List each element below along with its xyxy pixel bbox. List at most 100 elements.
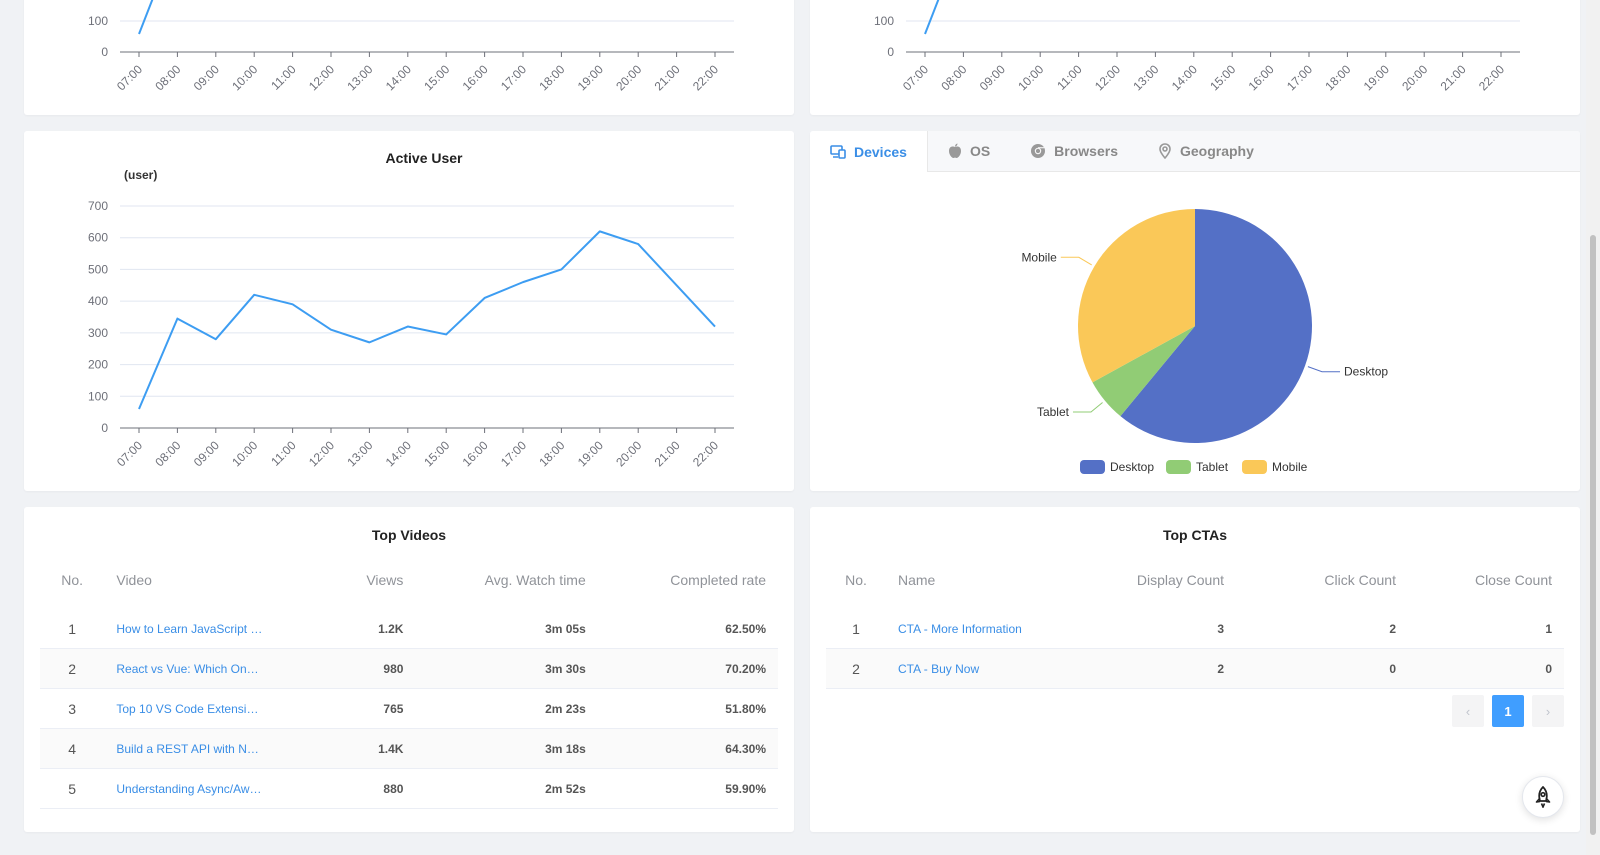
table-row[interactable]: 3 Top 10 VS Code Extensi… 765 2m 23s 51.80%	[40, 688, 778, 729]
legend-swatch	[1166, 460, 1191, 474]
x-tick-label: 07:00	[114, 438, 145, 469]
active-user-card: Active User (user) 0 100 200 300 400 500 600 70…	[24, 131, 794, 491]
page-scrollbar[interactable]	[1586, 0, 1600, 855]
legend-label: Tablet	[1196, 460, 1229, 474]
x-tick-label: 22:00	[690, 438, 721, 469]
completed-rate-value: 59.90%	[597, 768, 778, 809]
legend-item-mobile[interactable]: Mobile	[1242, 460, 1308, 474]
table-row[interactable]: 4 Build a REST API with N… 1.4K 3m 18s 64.30…	[40, 728, 778, 769]
x-tick-label: 12:00	[306, 438, 337, 469]
x-tick-label: 20:00	[1399, 62, 1430, 93]
tab-label: Browsers	[1054, 143, 1118, 159]
floating-action-button[interactable]	[1522, 776, 1564, 818]
video-title-link[interactable]: Top 10 VS Code Extensi…	[104, 688, 298, 729]
pie-slice-tablet	[1092, 326, 1195, 417]
pagination-next-button[interactable]: ›	[1532, 695, 1564, 727]
x-tick-label: 15:00	[421, 62, 452, 93]
views-value: 1.4K	[297, 728, 416, 769]
x-tick-label: 16:00	[460, 62, 491, 93]
tab-label: OS	[969, 143, 991, 159]
x-tick-label: 17:00	[498, 62, 529, 93]
x-tick-label: 18:00	[536, 438, 567, 469]
legend-item-desktop[interactable]: Desktop	[1080, 460, 1154, 474]
x-tick-label: 20:00	[613, 62, 644, 93]
x-tick-label: 12:00	[306, 62, 337, 93]
watch-time-value: 3m 18s	[415, 728, 598, 769]
top-ctas-card: Top CTAs No. Name Display Count Click Co…	[810, 507, 1580, 832]
y-axis-label: (user)	[124, 168, 157, 182]
table-header-row: No. Video Views Avg. Watch time Complete…	[40, 551, 778, 609]
tab-browsers[interactable]: Browsers	[1010, 131, 1138, 171]
x-tick-label: 18:00	[536, 62, 567, 93]
column-header: No.	[845, 572, 867, 588]
cta-name-link[interactable]: CTA - Buy Now	[886, 648, 1076, 689]
x-tick-label: 08:00	[152, 62, 183, 93]
pagination-prev-button[interactable]: ‹	[1452, 695, 1484, 727]
tab-os[interactable]: OS	[928, 131, 1010, 171]
pagination-page-button[interactable]: 1	[1492, 695, 1524, 727]
row-number: 2	[826, 648, 886, 689]
x-tick-label: 14:00	[383, 438, 414, 469]
video-title-link[interactable]: React vs Vue: Which On…	[104, 648, 298, 689]
legend-label: Desktop	[1110, 460, 1154, 474]
x-tick-label: 22:00	[1476, 62, 1507, 93]
x-tick-label: 16:00	[1246, 62, 1277, 93]
completed-rate-value: 64.30%	[597, 728, 778, 769]
x-tick-label: 21:00	[652, 62, 683, 93]
x-tick-label: 11:00	[268, 438, 299, 469]
views-value: 880	[297, 768, 416, 809]
rocket-icon	[1533, 786, 1553, 808]
table-row[interactable]: 1 CTA - More Information 3 2 1	[826, 609, 1564, 649]
pie-label-line	[1072, 402, 1103, 413]
display-count-value: 2	[1076, 648, 1236, 689]
y-tick-label: 100	[88, 389, 108, 403]
x-tick-label: 22:00	[690, 62, 721, 93]
y-tick-label: 0	[101, 45, 108, 59]
column-header: Name	[898, 572, 936, 588]
top-ctas-title: Top CTAs	[1162, 527, 1228, 543]
table-row[interactable]: 1 How to Learn JavaScript … 1.2K 3m 05s 62.5…	[40, 609, 778, 649]
display-count-value: 3	[1076, 609, 1236, 649]
column-header: Click Count	[1324, 572, 1396, 588]
y-tick-label: 300	[88, 326, 108, 340]
top-left-line-chart: 100 0 07:00 08:00 09:00 10:00 11:00 12:00 13:00 1…	[88, 0, 734, 93]
table-row[interactable]: 2 React vs Vue: Which On… 980 3m 30s 70.20%	[40, 648, 778, 689]
x-tick-label: 15:00	[421, 438, 452, 469]
pie-label: Mobile	[1021, 250, 1057, 264]
y-tick-label: 0	[887, 45, 894, 59]
tab-geography[interactable]: Geography	[1138, 131, 1274, 171]
legend-item-tablet[interactable]: Tablet	[1166, 460, 1229, 474]
table-row[interactable]: 5 Understanding Async/Aw… 880 2m 52s 59.90%	[40, 768, 778, 809]
x-tick-label: 09:00	[977, 62, 1008, 93]
cta-name-link[interactable]: CTA - More Information	[886, 609, 1076, 649]
top-right-chart-card: 100 0 07:00 08:00 09:00 10:00 11:00 12:00 13:00 1…	[810, 0, 1580, 115]
video-title-link[interactable]: Understanding Async/Aw…	[104, 768, 298, 809]
x-tick-label: 13:00	[344, 62, 375, 93]
click-count-value: 2	[1236, 609, 1408, 649]
completed-rate-value: 51.80%	[597, 688, 778, 729]
top-videos-table: No. Video Views Avg. Watch time Complete…	[40, 551, 778, 809]
devices-card: Devices OS Browsers Geography Desktop Tab…	[810, 131, 1580, 491]
tab-label: Devices	[854, 143, 907, 160]
table-row[interactable]: 2 CTA - Buy Now 2 0 0	[826, 648, 1564, 689]
close-count-value: 1	[1408, 609, 1564, 649]
video-title-link[interactable]: Build a REST API with N…	[104, 728, 298, 769]
chrome-icon	[1030, 143, 1046, 159]
legend-label: Mobile	[1272, 460, 1308, 474]
y-tick-label: 400	[88, 294, 108, 308]
watch-time-value: 3m 30s	[415, 648, 598, 689]
devices-pie-chart: Desktop Tablet Mobile Desktop Tablet Mobile	[1021, 209, 1388, 474]
top-left-chart-card: 100 0 07:00 08:00 09:00 10:00 11:00 12:00 13:00 1…	[24, 0, 794, 115]
views-value: 980	[297, 648, 416, 689]
x-tick-label: 11:00	[268, 62, 299, 93]
row-number: 1	[826, 609, 886, 649]
x-tick-label: 08:00	[938, 62, 969, 93]
video-title-link[interactable]: How to Learn JavaScript …	[104, 609, 298, 649]
scrollbar-thumb[interactable]	[1590, 235, 1596, 835]
x-tick-label: 13:00	[1130, 62, 1161, 93]
pie-label-line	[1060, 256, 1092, 266]
watch-time-value: 3m 05s	[415, 609, 598, 649]
x-tick-label: 10:00	[229, 438, 260, 469]
x-tick-label: 19:00	[1361, 62, 1392, 93]
tab-devices[interactable]: Devices	[810, 131, 928, 172]
